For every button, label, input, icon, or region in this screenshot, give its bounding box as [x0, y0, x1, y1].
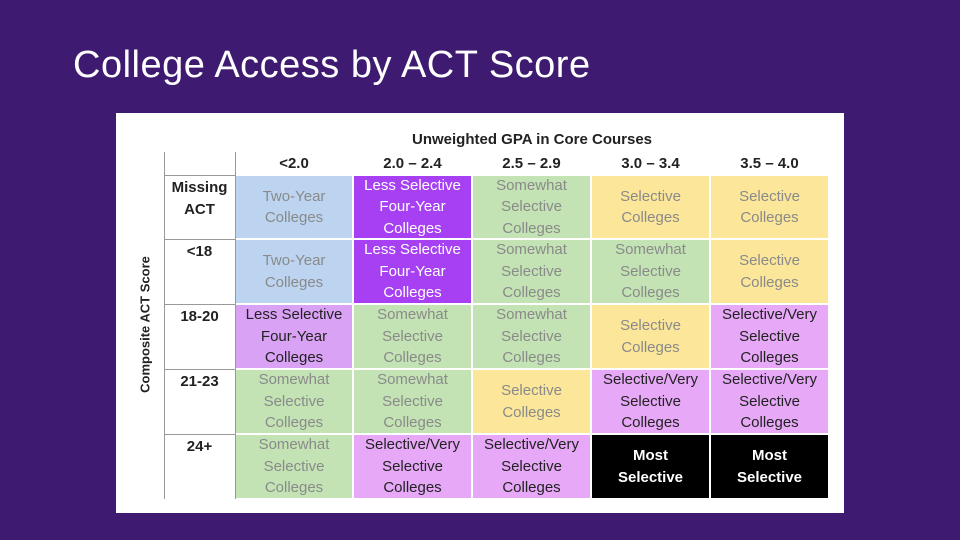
row-rule	[164, 239, 235, 240]
table-cell: Somewhat Selective Colleges	[235, 369, 353, 434]
row-rule	[164, 434, 235, 435]
table-cell: Somewhat Selective Colleges	[472, 239, 591, 304]
table-cell: Somewhat Selective Colleges	[235, 434, 353, 499]
row-rule	[164, 304, 235, 305]
table-cell: Selective/Very Selective Colleges	[472, 434, 591, 499]
table-cell: Selective Colleges	[591, 304, 710, 369]
table-cell: Somewhat Selective Colleges	[591, 239, 710, 304]
column-header: 3.0 – 3.4	[621, 154, 680, 172]
table-cell: Selective Colleges	[710, 239, 829, 304]
column-header: 2.0 – 2.4	[383, 154, 442, 172]
table-cell: Less Selective Four-Year Colleges	[353, 239, 472, 304]
table-cell: Somewhat Selective Colleges	[353, 369, 472, 434]
column-header: 3.5 – 4.0	[740, 154, 799, 172]
table-cell: Selective/Very Selective Colleges	[710, 369, 829, 434]
table-cell: Most Selective	[710, 434, 829, 499]
row-rule	[164, 175, 235, 176]
row-header: 18-20	[180, 308, 219, 325]
table-cell: Selective/Very Selective Colleges	[353, 434, 472, 499]
table-cell: Somewhat Selective Colleges	[472, 175, 591, 239]
row-header: Missing ACT	[171, 179, 228, 218]
table-cell: Two-Year Colleges	[235, 239, 353, 304]
row-rule	[164, 369, 235, 370]
col-rule	[164, 152, 165, 499]
table-cell: Less Selective Four-Year Colleges	[353, 175, 472, 239]
row-header: <18	[186, 243, 213, 260]
table-title: Unweighted GPA in Core Courses	[411, 131, 653, 148]
row-header: 24+	[186, 438, 213, 455]
table-cell: Selective Colleges	[710, 175, 829, 239]
col-rule	[235, 152, 236, 499]
table-cell: Two-Year Colleges	[235, 175, 353, 239]
column-header: <2.0	[279, 154, 309, 172]
table-cell: Somewhat Selective Colleges	[472, 304, 591, 369]
table-cell: Less Selective Four-Year Colleges	[235, 304, 353, 369]
table-cell: Somewhat Selective Colleges	[353, 304, 472, 369]
row-header: 21-23	[180, 373, 219, 390]
table-cell: Selective Colleges	[472, 369, 591, 434]
row-axis-label: Composite ACT Score	[137, 256, 153, 393]
column-header: 2.5 – 2.9	[502, 154, 561, 172]
table-cell: Selective Colleges	[591, 175, 710, 239]
slide-title: College Access by ACT Score	[73, 44, 591, 86]
table-cell: Most Selective	[591, 434, 710, 499]
table-cell: Selective/Very Selective Colleges	[591, 369, 710, 434]
table-cell: Selective/Very Selective Colleges	[710, 304, 829, 369]
table-panel: Unweighted GPA in Core Courses Composite…	[116, 113, 844, 513]
